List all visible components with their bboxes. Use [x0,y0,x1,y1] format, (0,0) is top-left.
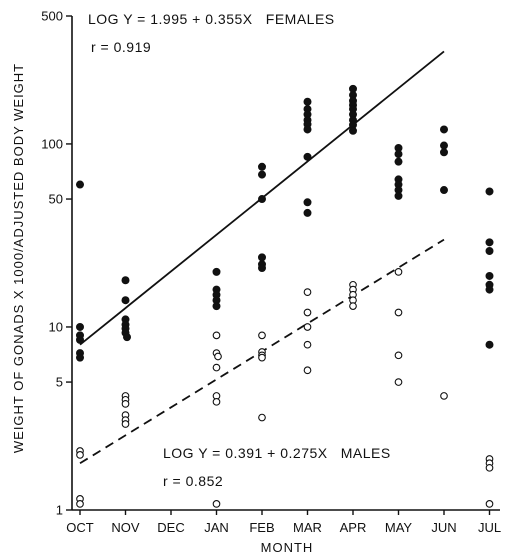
male-point [303,288,312,296]
male-point [303,340,312,349]
x-tick-label: DEC [157,520,184,535]
male-point [258,413,266,422]
y-tick-label: 10 [49,319,63,334]
male-equation-label: LOG Y = 0.391 + 0.275X MALES [163,445,391,461]
female-point [76,335,85,344]
y-tick-label: 500 [41,9,63,24]
female-point [123,333,132,342]
female-point [439,141,448,150]
x-tick-label: APR [340,520,367,535]
x-axis-title: MONTH [261,540,314,555]
male-point [76,451,84,459]
female-point [303,125,312,134]
female-point [394,157,403,166]
female-point [485,238,494,247]
male-point [394,268,403,276]
female-point [257,253,266,262]
male-point [303,308,312,317]
female-point [121,276,130,285]
female-point [439,186,448,195]
x-tick-label: JUL [478,520,501,535]
female-point [76,322,85,331]
axes: 1 5 10 50 100 500 OCT NOV DEC JAN FEB MAR APR MAY JUN J… [41,9,501,536]
male-point [485,463,494,472]
female-point [485,285,494,294]
female-point [76,353,85,362]
female-point [121,296,130,305]
x-tick-label: FEB [249,520,274,535]
female-point [439,125,448,134]
female-point [257,162,266,171]
female-point [485,187,494,196]
male-point [394,351,403,360]
female-point [348,126,357,135]
y-tick-label: 1 [56,503,63,518]
y-axis-title: WEIGHT OF GONADS X 1000/ADJUSTED BODY WE… [11,63,26,453]
female-point [303,198,312,207]
male-point [349,302,357,310]
male-point [394,308,403,317]
y-tick-label: 5 [56,375,63,390]
male-point [303,323,312,331]
x-tick-label: OCT [66,520,94,535]
data-points [76,84,494,508]
female-point [485,271,494,280]
female-point [303,97,312,106]
female-point [212,267,221,276]
female-point [394,191,403,200]
female-point [485,247,494,256]
male-point [212,397,221,406]
male-point [121,420,130,428]
x-tick-label: MAY [385,520,413,535]
male-point [394,378,403,386]
female-point [212,302,221,311]
male-point [76,500,84,508]
female-equation-label: LOG Y = 1.995 + 0.355X FEMALES [88,11,335,27]
male-point [440,392,448,400]
y-tick-label: 50 [49,192,63,207]
female-r-label: r = 0.919 [91,39,151,55]
x-tick-label: JAN [204,520,229,535]
female-point [303,208,312,217]
male-r-label: r = 0.852 [163,473,223,489]
female-point [394,150,403,159]
male-point [485,500,494,508]
female-point [257,170,266,179]
female-point [439,148,448,157]
x-tick-label: NOV [111,520,140,535]
male-point [121,400,130,408]
y-tick-label: 100 [41,136,63,151]
female-point [257,195,266,204]
female-point [257,263,266,272]
male-point [258,353,266,362]
male-point [303,366,312,375]
male-point [212,331,221,340]
x-tick-label: JUN [431,520,456,535]
male-point [212,500,221,508]
x-tick-label: MAR [293,520,322,535]
female-point [303,152,312,161]
male-point [258,331,266,340]
female-point [76,180,85,189]
male-point [212,363,221,372]
male-point [214,352,222,361]
female-point [485,340,494,349]
